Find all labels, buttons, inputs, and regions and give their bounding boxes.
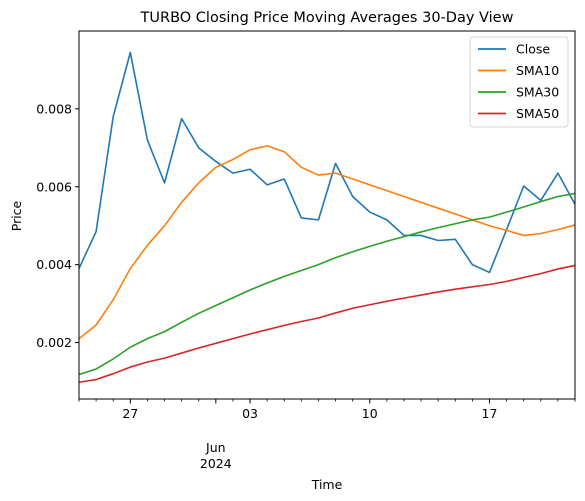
x-tick-label-year: 2024 xyxy=(200,456,232,471)
x-tick-label-month: Jun xyxy=(205,440,226,455)
y-axis-label-group: Price xyxy=(9,200,24,231)
plot-frame xyxy=(78,30,576,400)
legend-label-close: Close xyxy=(516,42,550,57)
legend-label-sma50: SMA50 xyxy=(516,106,559,121)
y-tick-label: 0.004 xyxy=(36,257,72,272)
y-axis-label: Price xyxy=(9,200,24,231)
y-tick-label: 0.002 xyxy=(36,335,72,350)
series-line-sma30 xyxy=(79,192,575,376)
x-tick-label: 03 xyxy=(242,406,258,421)
y-tick-label: 0.006 xyxy=(36,179,72,194)
legend-label-sma10: SMA10 xyxy=(516,63,559,78)
series-line-sma50 xyxy=(79,264,575,384)
x-tick-label: 27 xyxy=(122,406,138,421)
series-line-close xyxy=(79,51,575,274)
legend: Close SMA10 SMA30 SMA50 xyxy=(469,36,569,128)
series-layer xyxy=(79,51,575,384)
x-tick-label: 10 xyxy=(362,406,378,421)
y-axis-ticks: 0.002 0.004 0.006 0.008 xyxy=(36,101,79,350)
chart-title: TURBO Closing Price Moving Averages 30-D… xyxy=(140,10,514,26)
y-tick-label: 0.008 xyxy=(36,101,72,116)
series-line-sma10 xyxy=(79,145,575,340)
legend-label-sma30: SMA30 xyxy=(516,85,559,100)
x-axis-label: Time xyxy=(311,477,343,492)
legend-box xyxy=(469,36,569,128)
x-tick-label: 17 xyxy=(482,406,498,421)
